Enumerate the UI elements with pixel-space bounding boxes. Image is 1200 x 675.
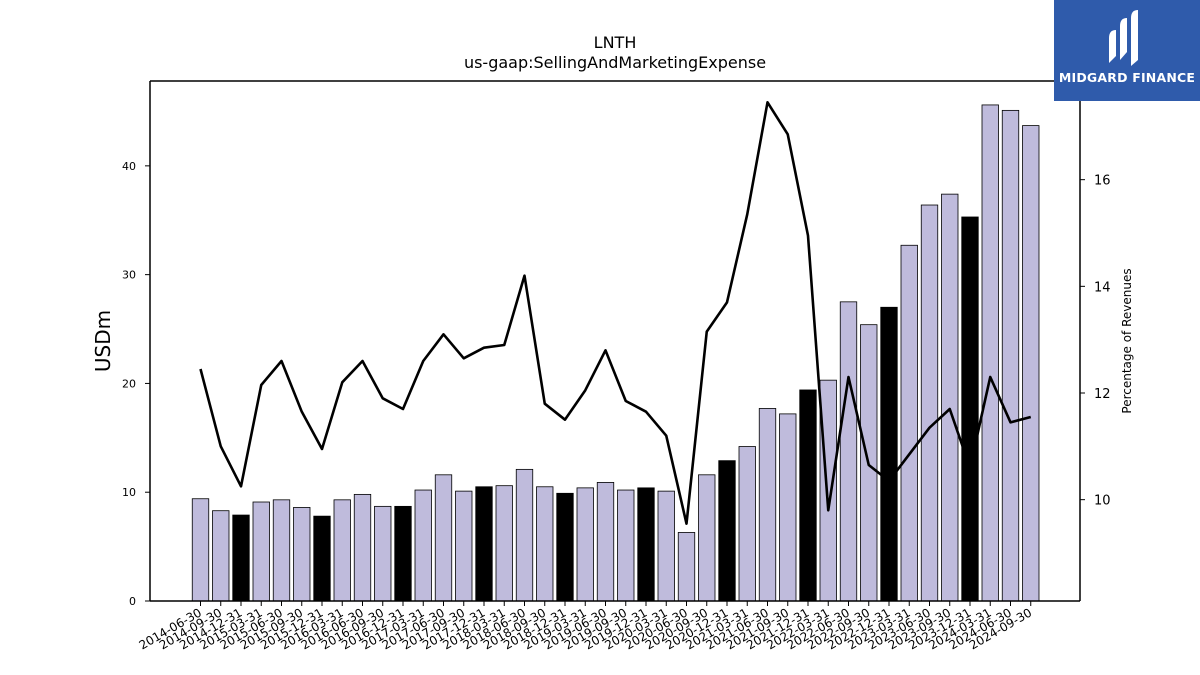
- y-tick-label: 0: [129, 595, 136, 608]
- bar: [738, 446, 756, 602]
- bar: [333, 499, 351, 602]
- bar: [961, 216, 979, 602]
- bar: [414, 489, 432, 602]
- bar: [698, 474, 716, 602]
- bar: [900, 244, 918, 602]
- bar: [191, 498, 210, 602]
- bar: [779, 413, 797, 602]
- bar: [1022, 125, 1040, 602]
- bar: [353, 493, 372, 602]
- bar: [819, 379, 837, 602]
- y2-axis-label: Percentage of Revenues: [1120, 268, 1134, 413]
- bar: [718, 460, 736, 602]
- bar: [617, 489, 635, 602]
- bar: [252, 501, 270, 602]
- bar: [515, 468, 534, 602]
- midgard-logo-icon: [1109, 10, 1138, 66]
- y-axis-label: USDm: [91, 310, 115, 372]
- brand-logo: MIDGARD FINANCE: [1054, 0, 1200, 101]
- bar: [576, 487, 594, 602]
- y-tick-label: 20: [122, 377, 136, 390]
- bar: [374, 505, 392, 602]
- bar: [880, 306, 898, 602]
- bars-group: [191, 104, 1040, 602]
- bar: [981, 104, 999, 602]
- y2-tick-label: 12: [1094, 387, 1111, 402]
- bar: [293, 507, 311, 602]
- bar: [272, 499, 291, 602]
- y2-tick-label: 16: [1094, 174, 1111, 189]
- bar: [434, 474, 453, 602]
- y-tick-label: 30: [122, 269, 136, 282]
- bar: [475, 486, 493, 602]
- bar: [920, 204, 939, 602]
- series-line: [199, 101, 1032, 525]
- bar: [1001, 109, 1020, 602]
- chart-subtitle: us-gaap:SellingAndMarketingExpense: [464, 53, 766, 72]
- bar: [941, 193, 959, 602]
- bar: [455, 490, 473, 602]
- bar: [495, 485, 513, 602]
- bar: [596, 482, 615, 602]
- bar: [394, 505, 412, 602]
- bar: [313, 515, 331, 602]
- bar: [556, 492, 574, 602]
- brand-name: MIDGARD FINANCE: [1058, 70, 1196, 85]
- bar: [677, 532, 696, 602]
- chart-title: LNTH: [594, 33, 637, 52]
- bar: [212, 510, 230, 602]
- y2-tick-label: 10: [1094, 494, 1111, 509]
- bar: [657, 490, 675, 602]
- bar: [799, 389, 817, 602]
- y-tick-label: 10: [122, 486, 136, 499]
- bar: [232, 514, 250, 602]
- bar: [758, 408, 777, 602]
- y-tick-label: 40: [122, 160, 136, 173]
- line-group: [199, 101, 1032, 525]
- bar: [637, 487, 655, 602]
- y2-tick-label: 14: [1094, 280, 1111, 295]
- bar: [839, 301, 858, 602]
- bar: [536, 486, 554, 602]
